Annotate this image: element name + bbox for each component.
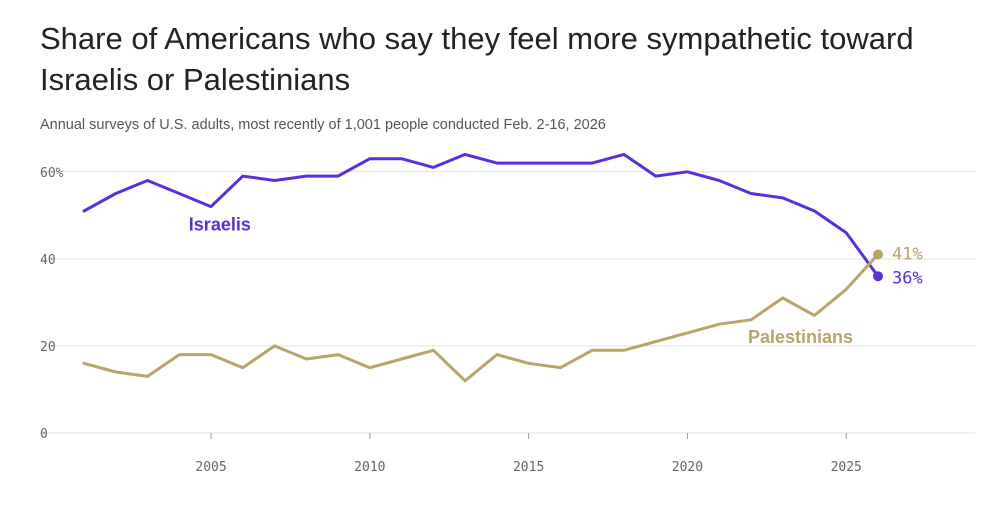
- series-line-israelis: [82, 152, 880, 278]
- series-line-palestinians: [82, 253, 880, 383]
- end-label-israelis: 36%: [892, 268, 923, 288]
- x-tick-label-2005: 2005: [195, 460, 226, 475]
- y-tick-label-20: 20: [40, 340, 56, 355]
- y-tick-label-60: 60%: [40, 166, 64, 181]
- y-tick-label-0: 0: [40, 427, 48, 442]
- x-tick-label-2020: 2020: [672, 460, 703, 475]
- data-point-palestinians-2026: [873, 249, 883, 260]
- x-tick-label-2010: 2010: [354, 460, 385, 475]
- series-label-israelis: Israelis: [189, 215, 251, 235]
- chart-subtitle: Annual surveys of U.S. adults, most rece…: [40, 117, 606, 133]
- data-point-israelis-2026: [873, 271, 883, 282]
- chart-title: Share of Americans who say they feel mor…: [40, 21, 914, 97]
- end-label-palestinians: 41%: [892, 244, 923, 264]
- x-tick-label-2025: 2025: [831, 460, 862, 475]
- x-tick-label-2015: 2015: [513, 460, 544, 475]
- y-tick-label-40: 40: [40, 253, 56, 268]
- series-label-palestinians: Palestinians: [748, 327, 853, 347]
